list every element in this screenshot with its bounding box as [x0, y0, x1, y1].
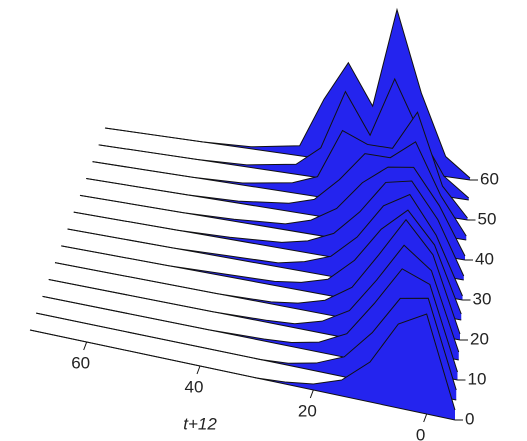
- slice-curve: [48, 244, 460, 353]
- slice-curve: [73, 180, 465, 277]
- x-tick: [83, 341, 88, 351]
- x-tick: [196, 365, 201, 375]
- x-tick-label: 0: [416, 425, 425, 441]
- slice-curve: [86, 141, 467, 237]
- slice-curve: [29, 313, 456, 411]
- slice-curve: [36, 297, 457, 391]
- slice-curve: [54, 218, 461, 335]
- x-tick-label: 60: [71, 353, 90, 372]
- x-tick-label: 20: [298, 401, 317, 420]
- y-tick-label: 10: [468, 369, 487, 388]
- slice-curve: [79, 166, 466, 257]
- slice-curve: [104, 7, 471, 179]
- y-tick-label: 30: [473, 289, 492, 308]
- slice-fill: [30, 314, 455, 420]
- x-tick: [309, 389, 314, 399]
- y-tick-label: 50: [478, 209, 497, 228]
- x-axis-label: t+12: [183, 414, 217, 433]
- slice-curve: [42, 268, 458, 373]
- slice-curve: [61, 209, 462, 315]
- y-tick-label: 60: [480, 169, 499, 188]
- slice-curve: [92, 111, 468, 219]
- y-tick-label: 0: [465, 409, 474, 428]
- slice-curve: [67, 193, 463, 297]
- x-tick: [423, 413, 428, 423]
- x-tick-label: 40: [185, 377, 204, 396]
- y-tick-label: 40: [475, 249, 494, 268]
- y-tick-label: 20: [470, 329, 489, 348]
